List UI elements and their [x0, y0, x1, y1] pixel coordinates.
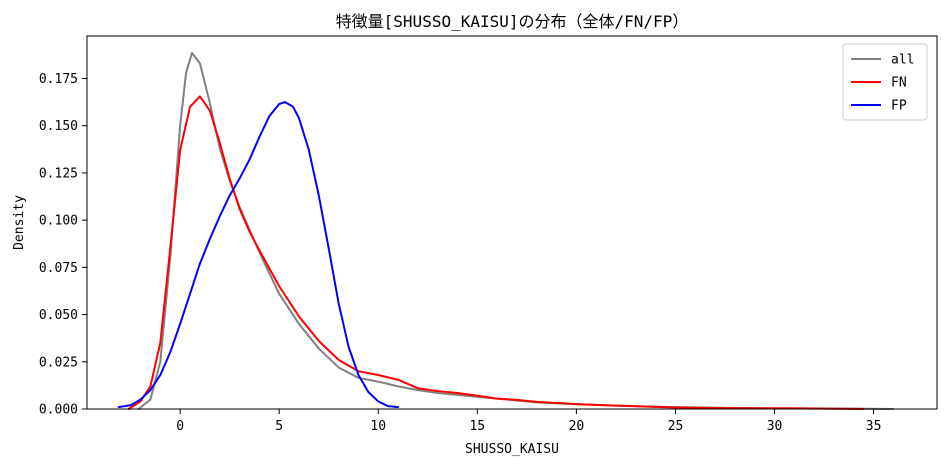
legend-label-all: all — [891, 53, 914, 68]
chart-title: 特徴量[SHUSSO_KAISU]の分布（全体/FN/FP） — [336, 12, 689, 31]
y-tick-label: 0.175 — [39, 72, 78, 87]
y-tick-label: 0.025 — [39, 355, 78, 370]
x-tick-label: 20 — [569, 419, 585, 434]
series-line-fp — [117, 101, 400, 409]
y-tick-label: 0.075 — [39, 261, 78, 276]
y-tick-label: 0.000 — [39, 403, 78, 418]
plot-area — [87, 36, 937, 409]
y-tick-label: 0.125 — [39, 166, 78, 181]
x-tick-label: 5 — [275, 419, 283, 434]
x-tick-label: 25 — [668, 419, 684, 434]
y-tick-label: 0.100 — [39, 214, 78, 229]
y-tick-label: 0.050 — [39, 308, 78, 323]
x-tick-label: 30 — [767, 419, 783, 434]
x-axis-label: SHUSSO_KAISU — [465, 442, 559, 457]
x-tick-label: 15 — [469, 419, 485, 434]
legend-box — [842, 43, 928, 121]
legend-label-fn: FN — [891, 76, 907, 91]
legend-label-fp: FP — [891, 99, 907, 114]
series-line-fn — [127, 95, 865, 410]
legend: all FN FP — [842, 43, 928, 121]
x-tick-label: 35 — [866, 419, 882, 434]
plot-frame — [86, 35, 938, 410]
y-tick-label: 0.150 — [39, 119, 78, 134]
x-tick-label: 10 — [370, 419, 386, 434]
x-tick-label: 0 — [176, 419, 184, 434]
y-axis-label: Density — [12, 195, 27, 250]
